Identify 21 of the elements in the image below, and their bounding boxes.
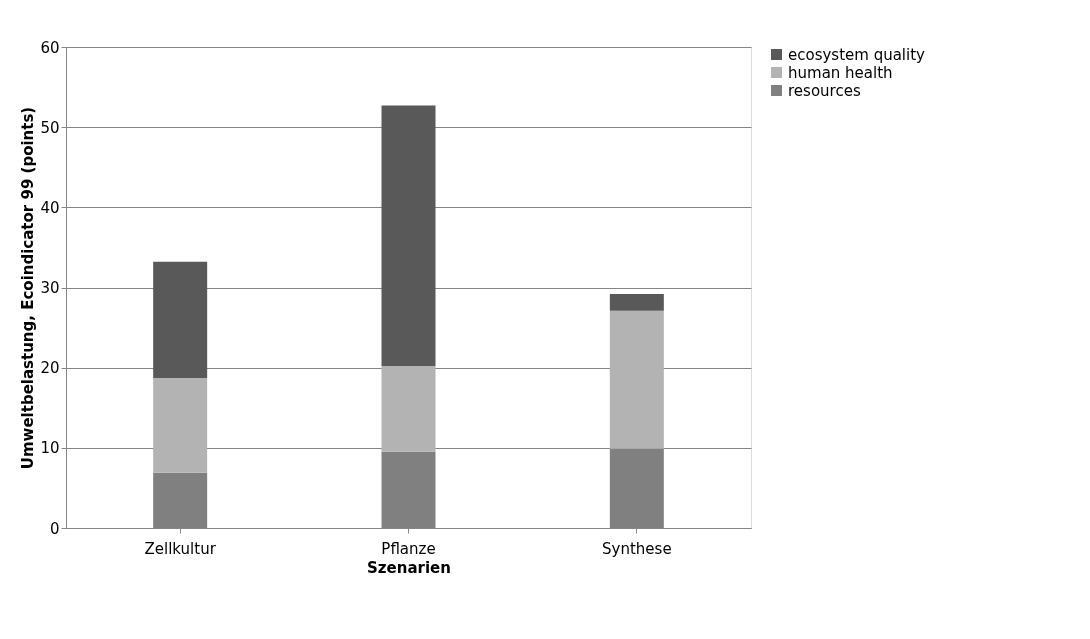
x-axis-title: Szenarien — [367, 558, 451, 577]
bar — [609, 310, 664, 449]
legend-label: ecosystem quality — [788, 45, 926, 64]
legend-label: human health — [788, 63, 893, 82]
y-tick-label: 50 — [40, 118, 60, 137]
x-tick-label: Pflanze — [381, 539, 436, 558]
y-tick-label: 20 — [40, 359, 60, 378]
bar — [153, 261, 208, 379]
bar — [153, 378, 208, 473]
y-tick-label: 10 — [40, 439, 60, 458]
y-tick-label: 30 — [40, 279, 60, 297]
y-axis-title: Umweltbelastung, Ecoindicator 99 (points) — [19, 106, 38, 470]
legend-label: resources — [788, 81, 861, 100]
bar — [381, 105, 436, 367]
y-tick-label: 40 — [40, 198, 60, 217]
y-tick-label: 60 — [40, 38, 60, 57]
y-tick-label: 0 — [49, 519, 60, 538]
bar — [381, 366, 436, 452]
bar — [609, 293, 664, 311]
x-tick-label: Zellkultur — [144, 539, 217, 558]
x-tick-label: Synthese — [602, 539, 672, 558]
